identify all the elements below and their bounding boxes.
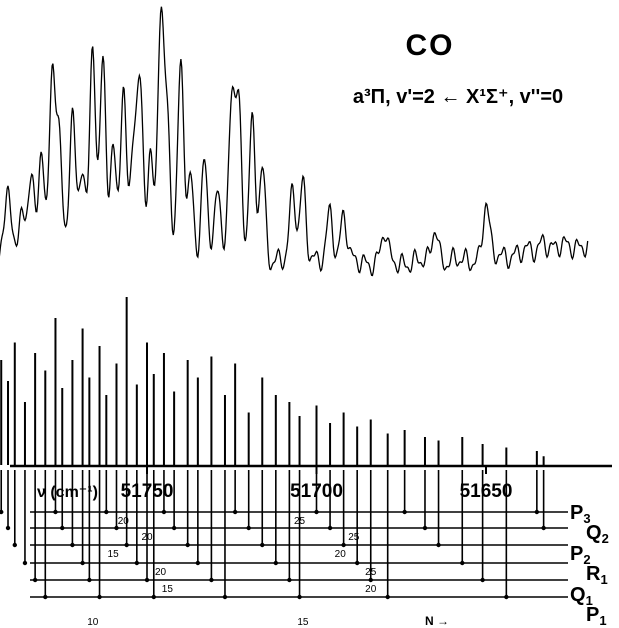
assignment-dot [246, 525, 251, 531]
assignment-dot [541, 525, 546, 531]
assignment-dot [422, 525, 428, 531]
assignment-dot [5, 525, 11, 531]
branch-line-label: 20 [335, 549, 347, 560]
n-axis-label: 10 [87, 617, 99, 628]
assignment-dot [195, 560, 201, 566]
assignment-dot [436, 542, 441, 548]
assignment-dot [151, 594, 156, 600]
assignment-dot [314, 509, 319, 515]
assignment-dot [144, 577, 150, 583]
assignment-dot [87, 577, 92, 583]
branch-line-label: 25 [348, 532, 360, 543]
assignment-dot [161, 509, 167, 515]
stick-spectrum [0, 297, 545, 465]
branch-line-label: 20 [155, 567, 167, 578]
assignment-dot [273, 560, 279, 566]
assignment-dot [327, 525, 333, 531]
assignment-dot [260, 542, 265, 548]
branch-line-label: 25 [294, 516, 306, 527]
assignment-dot [22, 560, 28, 566]
measured-spectrum [0, 6, 589, 277]
assignment-dot [12, 542, 17, 548]
assignment-dot [124, 542, 129, 548]
assignment-dot [460, 560, 465, 566]
branch-label-r1: R1 [586, 563, 608, 587]
assignment-dot [368, 577, 373, 583]
assignment-dot [354, 560, 360, 566]
branch-line-label: 20 [141, 532, 153, 543]
branch-label-q2: Q2 [586, 522, 609, 546]
assignment-dot [534, 509, 540, 515]
assignment-dot [232, 509, 238, 515]
assignment-dot [97, 594, 102, 600]
assignment-dot [287, 577, 292, 583]
assignment-dot [402, 509, 407, 515]
chart-subtitle: a³Π, v'=2 ← X¹Σ⁺, v''=0 [353, 86, 563, 108]
assignment-dot [480, 577, 485, 583]
assignment-dot [297, 594, 302, 600]
x-tick-label: 51650 [460, 481, 513, 502]
assignment-dot [43, 594, 48, 600]
branch-line-label: 20 [365, 584, 377, 595]
branch-label-p1: P1 [586, 604, 607, 628]
branch-line-label: 25 [365, 567, 377, 578]
n-axis-title: N → [425, 614, 449, 628]
branch-line-label: 20 [118, 516, 130, 527]
assignment-dot [171, 525, 177, 531]
assignment-dot [32, 577, 38, 583]
assignment-dot [209, 577, 214, 583]
branch-line-label: 15 [108, 549, 120, 560]
assignment-dot [80, 560, 85, 566]
assignment-dot [341, 542, 346, 548]
branch-diagram: 20252025152020251015201015N → [0, 470, 568, 628]
assignment-dot [53, 509, 58, 515]
assignment-dot [0, 509, 4, 515]
branch-line-label: 15 [162, 584, 174, 595]
spectrum-trace [0, 6, 589, 277]
assignment-dot [504, 594, 509, 600]
n-axis-label: 15 [297, 617, 309, 628]
assignment-dot [134, 560, 140, 566]
assignment-dot [222, 594, 228, 600]
assignment-dot [114, 525, 119, 531]
chart-title: CO [406, 29, 455, 62]
assignment-dot [385, 594, 390, 600]
assignment-dot [185, 542, 190, 548]
assignment-dot [104, 509, 109, 515]
assignment-dot [60, 525, 65, 531]
assignment-dot [70, 542, 75, 548]
